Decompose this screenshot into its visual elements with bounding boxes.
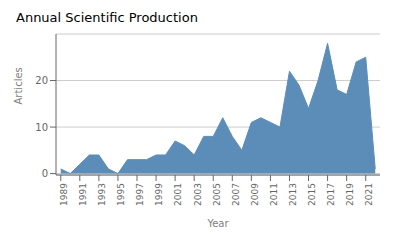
svg-text:2021: 2021 xyxy=(364,183,374,206)
svg-text:0: 0 xyxy=(42,168,48,179)
svg-text:1995: 1995 xyxy=(116,183,126,206)
svg-text:1989: 1989 xyxy=(59,183,69,206)
svg-text:Year: Year xyxy=(206,218,229,229)
svg-text:1993: 1993 xyxy=(97,183,107,206)
html-text:Annual Scientific Production: Annual Scientific Production xyxy=(16,10,198,25)
svg-text:2019: 2019 xyxy=(345,183,355,206)
svg-text:Articles: Articles xyxy=(13,67,24,104)
svg-text:1999: 1999 xyxy=(154,183,164,206)
svg-text:2005: 2005 xyxy=(212,183,222,206)
svg-text:2007: 2007 xyxy=(231,183,241,206)
svg-text:20: 20 xyxy=(35,75,48,86)
svg-text:10: 10 xyxy=(35,122,48,133)
svg-text:1991: 1991 xyxy=(78,183,88,206)
svg-text:2015: 2015 xyxy=(307,183,317,206)
svg-text:2003: 2003 xyxy=(193,183,203,206)
svg-text:2009: 2009 xyxy=(250,183,260,206)
svg-text:2011: 2011 xyxy=(269,183,279,206)
svg-text:2013: 2013 xyxy=(288,183,298,206)
svg-text:1997: 1997 xyxy=(135,183,145,206)
svg-text:2017: 2017 xyxy=(326,183,336,206)
svg-text:2001: 2001 xyxy=(174,183,184,206)
